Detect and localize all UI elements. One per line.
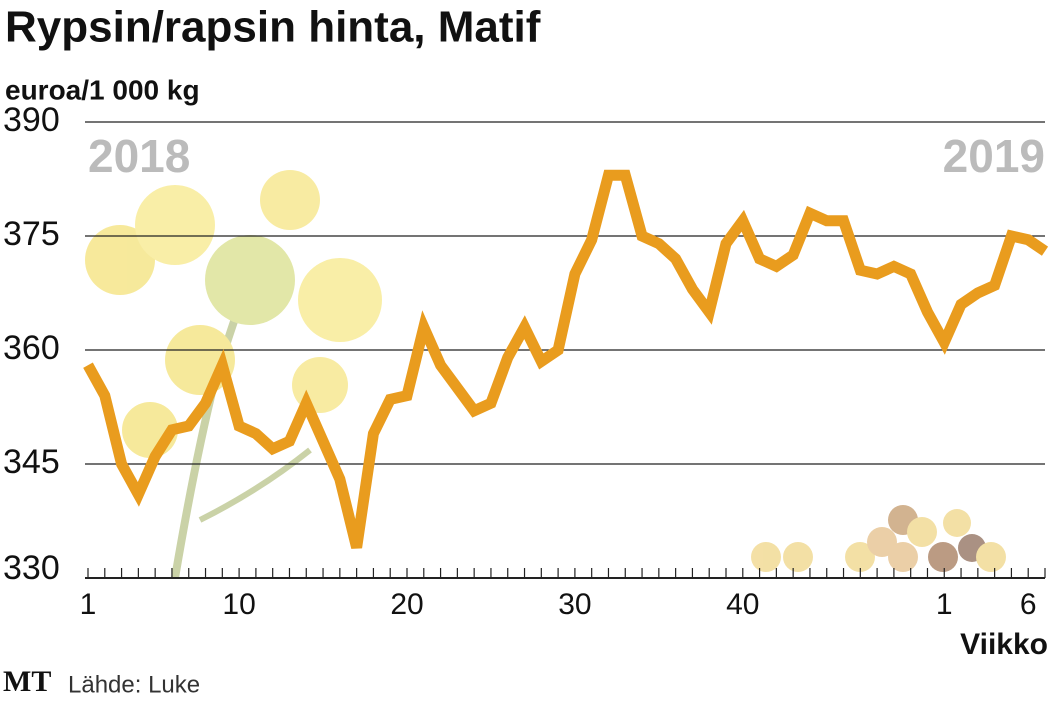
x-tick-label: 1 (936, 588, 953, 621)
y-tick-label: 360 (3, 329, 60, 367)
y-tick-label: 330 (3, 549, 60, 587)
x-tick-label: 40 (726, 588, 759, 621)
x-tick-label: 10 (222, 588, 255, 621)
decoration (85, 170, 1006, 579)
annotation: 2019 (943, 130, 1045, 182)
x-axis-label: Viikko (960, 628, 1048, 661)
line (83, 169, 1049, 549)
x-tick-label: 1 (80, 588, 97, 621)
logo: MT (3, 665, 51, 698)
x-tick-label: 6 (1020, 588, 1037, 621)
chart-title: Rypsin/rapsin hinta, Matif (5, 3, 541, 52)
annotation: 2018 (88, 130, 190, 182)
source: Lähde: Luke (68, 671, 200, 698)
y-tick-label: 390 (3, 101, 60, 139)
x-tick-label: 20 (390, 588, 423, 621)
y-tick-label: 375 (3, 215, 60, 253)
chart-subtitle: euroa/1 000 kg (5, 74, 200, 105)
y-tick-label: 345 (3, 443, 60, 481)
x-tick-label: 30 (558, 588, 591, 621)
